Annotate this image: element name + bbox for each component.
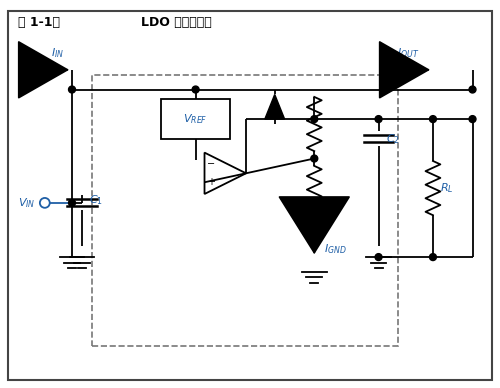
- Circle shape: [375, 254, 382, 260]
- Bar: [92, 75, 398, 346]
- Circle shape: [192, 86, 199, 93]
- Circle shape: [68, 199, 75, 206]
- Text: LDO 电压稳压器: LDO 电压稳压器: [141, 16, 212, 29]
- Circle shape: [430, 116, 436, 123]
- Text: $V_{REF}$: $V_{REF}$: [184, 112, 208, 126]
- Circle shape: [469, 86, 476, 93]
- Text: $C_1$: $C_1$: [90, 194, 104, 207]
- Circle shape: [311, 116, 318, 123]
- Text: $R_L$: $R_L$: [440, 181, 454, 195]
- Text: +: +: [206, 177, 214, 187]
- Text: −: −: [206, 159, 215, 169]
- Circle shape: [469, 116, 476, 123]
- Text: 图 1-1：: 图 1-1：: [18, 16, 59, 29]
- Polygon shape: [265, 94, 284, 119]
- Circle shape: [375, 116, 382, 123]
- FancyBboxPatch shape: [161, 99, 230, 139]
- Circle shape: [68, 86, 75, 93]
- Text: $C_2$: $C_2$: [386, 132, 400, 146]
- Circle shape: [430, 254, 436, 260]
- Circle shape: [311, 155, 318, 162]
- Text: $I_{GND}$: $I_{GND}$: [324, 242, 347, 256]
- Text: $V_{IN}$: $V_{IN}$: [18, 196, 35, 210]
- Text: $I_{IN}$: $I_{IN}$: [50, 46, 64, 60]
- Text: $I_{OUT}$: $I_{OUT}$: [397, 46, 419, 60]
